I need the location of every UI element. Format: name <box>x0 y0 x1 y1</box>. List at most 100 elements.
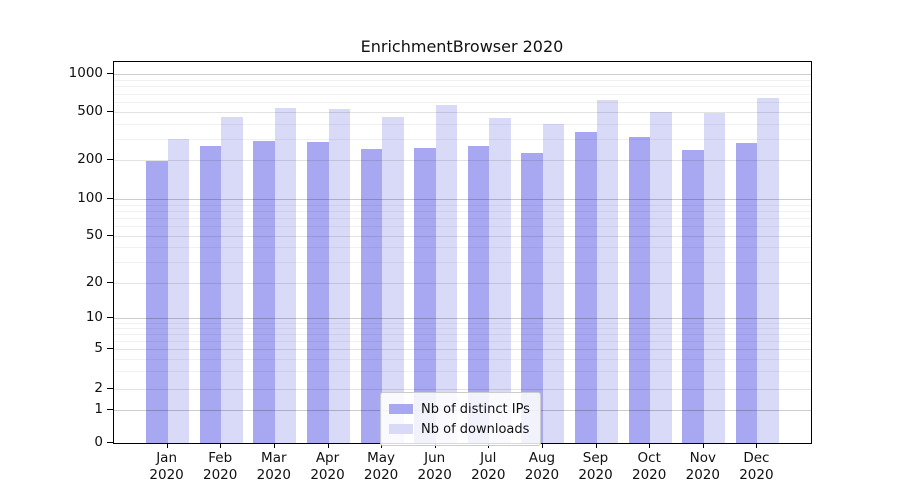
x-axis-tick-label: Jun 2020 <box>417 450 452 483</box>
x-axis-tick-label: Oct 2020 <box>632 450 667 483</box>
plot-area: Nb of distinct IPs Nb of downloads <box>113 61 812 446</box>
y-axis-tick-label: 5 <box>94 340 103 356</box>
gridline <box>114 112 811 113</box>
x-axis-tick-label: Sep 2020 <box>578 450 613 483</box>
gridline <box>114 236 811 237</box>
gridline <box>114 210 811 212</box>
gridline <box>114 334 811 335</box>
y-tick-mark <box>107 348 113 349</box>
legend-swatch <box>389 404 413 414</box>
y-tick-mark <box>107 317 113 318</box>
x-tick-mark <box>273 443 275 448</box>
x-axis-tick-label: Mar 2020 <box>256 450 291 483</box>
bar-distinct-ips <box>146 161 168 443</box>
gridline <box>114 79 811 81</box>
x-tick-mark <box>595 443 597 448</box>
y-axis-tick-label: 20 <box>85 274 103 290</box>
gridline <box>114 322 811 324</box>
bar-distinct-ips <box>735 143 758 443</box>
y-tick-mark <box>107 388 113 389</box>
gridline <box>114 93 811 95</box>
gridline <box>114 349 811 350</box>
gridline <box>114 283 811 284</box>
legend-label: Nb of downloads <box>421 421 530 437</box>
bar-distinct-ips <box>467 146 490 443</box>
gridline <box>114 102 811 103</box>
gridline <box>114 74 811 75</box>
y-axis-tick-label: 1000 <box>68 65 103 81</box>
x-axis-tick-label: Jan 2020 <box>149 450 184 483</box>
legend-swatch <box>389 424 413 434</box>
y-axis-tick-label: 50 <box>85 227 103 243</box>
bar-distinct-ips <box>682 150 704 443</box>
gridline <box>114 262 811 264</box>
gridline <box>114 247 811 249</box>
bar-distinct-ips <box>628 136 651 443</box>
x-tick-mark <box>220 443 222 448</box>
gridline <box>114 160 811 161</box>
y-tick-mark <box>107 235 113 236</box>
y-axis-tick-label: 100 <box>77 190 103 206</box>
bar-distinct-ips <box>575 132 597 443</box>
bar-downloads <box>703 113 726 443</box>
bar-downloads <box>650 112 672 443</box>
x-tick-mark <box>756 443 758 448</box>
x-tick-mark <box>649 443 651 448</box>
bar-downloads <box>167 138 190 443</box>
y-tick-mark <box>107 409 113 410</box>
bar-downloads <box>221 116 243 443</box>
y-axis-tick-label: 200 <box>77 151 103 167</box>
bar-distinct-ips <box>307 141 329 443</box>
bar-downloads <box>274 107 297 443</box>
gridline <box>114 328 811 329</box>
x-axis-tick-label: Aug 2020 <box>524 450 560 483</box>
gridline <box>114 358 811 360</box>
bar-distinct-ips <box>199 146 222 443</box>
bar-distinct-ips <box>414 148 436 443</box>
gridline <box>114 218 811 219</box>
gridline <box>114 86 811 88</box>
y-tick-mark <box>107 111 113 112</box>
chart-title: EnrichmentBrowser 2020 <box>360 37 564 56</box>
bar-downloads <box>328 108 350 443</box>
y-axis-tick-label: 500 <box>77 103 103 119</box>
legend-item: Nb of distinct IPs <box>389 399 530 419</box>
bar-distinct-ips <box>253 141 275 443</box>
legend: Nb of distinct IPs Nb of downloads <box>380 392 541 446</box>
gridline <box>114 340 811 342</box>
x-axis-tick-label: Apr 2020 <box>310 450 345 483</box>
x-axis-tick-label: Feb 2020 <box>203 450 238 483</box>
gridline <box>114 138 811 140</box>
y-tick-mark <box>107 442 113 443</box>
y-axis-tick-label: 2 <box>94 380 103 396</box>
gridline <box>114 204 811 206</box>
legend-label: Nb of distinct IPs <box>421 401 530 417</box>
gridline <box>114 123 811 125</box>
bar-downloads <box>489 117 511 443</box>
x-axis-tick-label: Nov 2020 <box>685 450 720 483</box>
gridline <box>114 371 811 373</box>
x-axis-tick-label: Dec 2020 <box>739 450 774 483</box>
y-tick-mark <box>107 159 113 160</box>
x-tick-mark <box>327 443 329 448</box>
y-tick-mark <box>107 282 113 283</box>
x-tick-mark <box>166 443 168 448</box>
bar-downloads <box>382 116 404 443</box>
bar-downloads <box>596 100 618 443</box>
gridline <box>114 199 811 200</box>
gridline <box>114 226 811 228</box>
bar-downloads <box>542 123 565 443</box>
bar-downloads <box>435 104 458 443</box>
bar-distinct-ips <box>521 153 543 443</box>
x-tick-mark <box>541 443 543 448</box>
y-axis-tick-label: 0 <box>94 434 103 450</box>
x-tick-mark <box>702 443 704 448</box>
gridline <box>114 389 811 390</box>
y-axis-tick-label: 10 <box>85 309 103 325</box>
legend-item: Nb of downloads <box>389 419 530 439</box>
y-axis-tick-label: 1 <box>94 401 103 417</box>
y-tick-mark <box>107 73 113 74</box>
x-axis-tick-label: Jul 2020 <box>471 450 506 483</box>
bar-distinct-ips <box>360 149 383 443</box>
